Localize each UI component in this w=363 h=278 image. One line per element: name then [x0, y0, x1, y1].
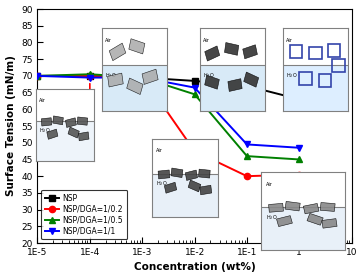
FancyBboxPatch shape [199, 169, 210, 178]
FancyBboxPatch shape [322, 219, 337, 228]
Bar [152, 139, 218, 174]
FancyBboxPatch shape [78, 132, 89, 141]
Legend: NSP, NSP/DGA=1/0.2, NSP/DGA=1/0.5, NSP/DGA=1/1: NSP, NSP/DGA=1/0.2, NSP/DGA=1/0.5, NSP/D… [41, 190, 127, 239]
FancyBboxPatch shape [228, 79, 242, 91]
NSP/DGA=1/1 [35, 74, 40, 78]
Text: Air: Air [156, 148, 163, 153]
FancyBboxPatch shape [205, 46, 220, 61]
NSP/DGA=1/1 [297, 146, 302, 150]
NSP/DGA=1/0.2 [245, 175, 249, 178]
NSP/DGA=1/1 [88, 76, 92, 79]
X-axis label: Concentration (wt%): Concentration (wt%) [134, 262, 256, 272]
NSP [192, 79, 197, 83]
FancyBboxPatch shape [205, 75, 219, 89]
FancyBboxPatch shape [269, 203, 284, 212]
FancyBboxPatch shape [200, 185, 212, 195]
FancyBboxPatch shape [243, 45, 257, 59]
FancyBboxPatch shape [277, 216, 292, 227]
Text: H$_2$O: H$_2$O [156, 180, 167, 188]
NSP/DGA=1/0.2 [35, 74, 40, 78]
Text: H$_2$O: H$_2$O [286, 71, 298, 80]
NSP [297, 98, 302, 101]
Line: NSP: NSP [34, 73, 302, 102]
Text: H$_2$O: H$_2$O [266, 213, 277, 222]
NSP/DGA=1/0.2 [88, 74, 92, 78]
Text: Air: Air [266, 182, 272, 187]
Text: H$_2$O: H$_2$O [105, 71, 117, 80]
NSP/DGA=1/0.5 [245, 155, 249, 158]
Text: H$_2$O: H$_2$O [203, 71, 215, 80]
FancyBboxPatch shape [68, 127, 79, 138]
FancyBboxPatch shape [164, 182, 177, 193]
FancyBboxPatch shape [307, 214, 323, 225]
FancyBboxPatch shape [107, 73, 123, 87]
Bar [102, 28, 167, 65]
FancyBboxPatch shape [185, 170, 197, 180]
FancyBboxPatch shape [285, 201, 300, 211]
Bar [261, 172, 345, 207]
FancyBboxPatch shape [41, 118, 52, 126]
FancyBboxPatch shape [303, 203, 319, 214]
NSP/DGA=1/1 [245, 143, 249, 146]
NSP/DGA=1/0.5 [35, 74, 40, 78]
FancyBboxPatch shape [320, 202, 335, 211]
FancyBboxPatch shape [171, 168, 183, 178]
FancyBboxPatch shape [142, 69, 158, 85]
NSP [245, 84, 249, 88]
NSP/DGA=1/0.2 [192, 150, 197, 153]
NSP/DGA=1/0.2 [140, 74, 144, 78]
Line: NSP/DGA=1/0.5: NSP/DGA=1/0.5 [34, 71, 302, 163]
Y-axis label: Surface Tension (mN/m): Surface Tension (mN/m) [5, 56, 16, 197]
Text: Air: Air [203, 38, 210, 43]
Bar [283, 28, 348, 65]
Text: H$_2$O: H$_2$O [39, 126, 51, 135]
NSP/DGA=1/0.5 [297, 158, 302, 161]
NSP [140, 76, 144, 79]
FancyBboxPatch shape [188, 180, 201, 192]
FancyBboxPatch shape [47, 129, 58, 139]
Bar [200, 28, 265, 65]
NSP/DGA=1/1 [140, 76, 144, 79]
FancyBboxPatch shape [244, 72, 259, 87]
FancyBboxPatch shape [109, 43, 126, 61]
NSP/DGA=1/0.2 [297, 173, 302, 176]
Text: Air: Air [105, 38, 112, 43]
Line: NSP/DGA=1/1: NSP/DGA=1/1 [34, 73, 302, 151]
FancyBboxPatch shape [65, 118, 76, 127]
NSP/DGA=1/0.5 [140, 76, 144, 79]
FancyBboxPatch shape [129, 39, 145, 54]
NSP [35, 74, 40, 78]
NSP [88, 74, 92, 78]
FancyBboxPatch shape [53, 116, 63, 125]
FancyBboxPatch shape [127, 78, 143, 95]
Line: NSP/DGA=1/0.2: NSP/DGA=1/0.2 [34, 73, 302, 179]
FancyBboxPatch shape [158, 170, 170, 179]
Text: Air: Air [39, 98, 46, 103]
NSP/DGA=1/0.5 [88, 73, 92, 76]
Bar [36, 89, 94, 121]
NSP/DGA=1/0.5 [192, 93, 197, 96]
FancyBboxPatch shape [224, 43, 239, 55]
NSP/DGA=1/1 [192, 86, 197, 89]
FancyBboxPatch shape [77, 117, 87, 125]
Text: Air: Air [286, 38, 293, 43]
